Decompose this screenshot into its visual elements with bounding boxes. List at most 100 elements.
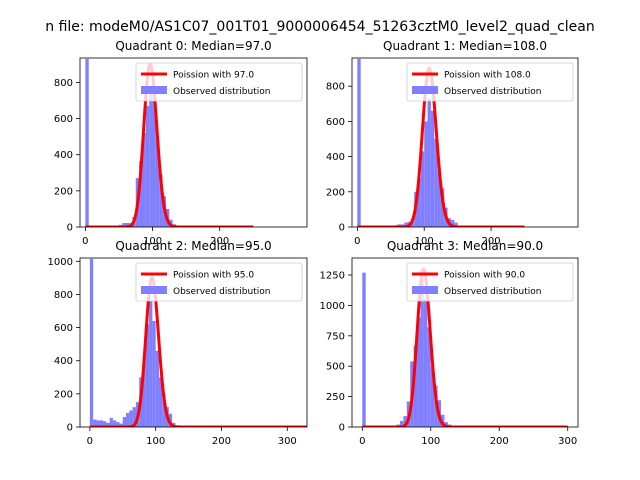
histogram-bar [420, 151, 425, 227]
legend-patch-swatch [412, 286, 438, 294]
poisson-curve [356, 67, 526, 227]
legend-entry: Observed distribution [173, 87, 270, 97]
x-tick-label: 200 [210, 236, 229, 247]
histogram-bar [159, 174, 163, 227]
x-tick-label: 0 [87, 436, 93, 447]
histogram-bar [119, 423, 123, 427]
legend-box [135, 62, 303, 102]
histogram-bar [423, 299, 428, 427]
histogram-bar [152, 100, 156, 227]
histogram-bar [444, 422, 448, 427]
y-tick-label: 400 [54, 356, 73, 367]
histogram-bar [430, 366, 435, 427]
y-tick-label: 800 [54, 290, 73, 301]
legend: Poission with 95.0 Observed distribution [135, 262, 303, 302]
y-tick-label: 200 [326, 187, 345, 198]
histogram-bar [437, 170, 441, 227]
x-tick-label: 300 [278, 436, 297, 447]
y-tick-label: 600 [54, 114, 73, 125]
y-tick-label: 0 [339, 423, 345, 434]
y-tick-label: 800 [54, 78, 73, 89]
histogram-bar [142, 133, 146, 227]
histogram-bar [404, 222, 408, 227]
histogram-bar [122, 417, 127, 427]
histogram-bar [89, 258, 94, 427]
histogram-bar [116, 422, 120, 427]
legend-entry: Observed distribution [444, 287, 541, 297]
legend-entry: Poission with 97.0 [173, 71, 254, 81]
histogram-bar [139, 161, 143, 227]
poisson-curve [84, 62, 255, 227]
histogram-bar [362, 272, 366, 427]
x-tick-label: 200 [490, 436, 509, 447]
legend-patch-swatch [141, 286, 167, 294]
histogram-bar [430, 110, 435, 227]
legend-box [135, 262, 303, 302]
y-tick-label: 600 [326, 117, 345, 128]
y-tick-label: 800 [326, 82, 345, 93]
y-tick-label: 0 [339, 223, 345, 234]
x-tick-label: 100 [421, 436, 440, 447]
y-tick-label: 400 [54, 150, 73, 161]
histogram-bar [145, 105, 150, 227]
histogram-bar [399, 420, 404, 427]
legend-entry: Observed distribution [444, 87, 541, 97]
figure-suptitle: n file: modeM0/AS1C07_001T01_9000006454_… [45, 19, 594, 35]
histogram-bar [149, 301, 153, 427]
legend-box [406, 62, 574, 102]
histogram-bar [93, 419, 97, 427]
histogram-bar [413, 345, 418, 427]
x-tick-label: 0 [354, 236, 360, 247]
x-tick-label: 100 [146, 436, 165, 447]
axes-frame [79, 57, 308, 228]
histogram-bar [417, 317, 421, 427]
legend-entry: Poission with 90.0 [444, 271, 525, 281]
chart-panel-2: 0 100 200 300 0 200 400 600 800 1000 Quadrant 2: M… [48, 239, 308, 447]
legend-box [406, 262, 574, 302]
x-tick-label: 300 [558, 436, 577, 447]
legend-entry: Observed distribution [173, 287, 270, 297]
y-tick-label: 600 [54, 323, 73, 334]
histogram-bar [125, 223, 130, 227]
histogram-bar [403, 416, 407, 427]
legend-patch-swatch [412, 86, 438, 94]
x-tick-label: 0 [82, 236, 88, 247]
chart-title: Quadrant 0: Median=97.0 [115, 39, 271, 53]
y-tick-label: 500 [326, 362, 345, 373]
y-tick-label: 0 [67, 223, 73, 234]
histogram-bar [85, 58, 89, 227]
histogram-bar [122, 223, 126, 227]
axes-frame [351, 257, 579, 428]
x-tick-label: 100 [415, 236, 434, 247]
axes-frame [79, 257, 308, 428]
histogram-bar [420, 270, 424, 427]
chart-panel-0: 0 100 200 0 200 400 600 800 Quadrant 0: Median=9… [54, 39, 308, 247]
histogram-bar [434, 138, 438, 227]
histogram-bar [149, 86, 153, 227]
axes-frame [351, 57, 579, 228]
x-tick-label: 200 [482, 236, 501, 247]
legend: Poission with 108.0 Observed distribution [406, 62, 574, 102]
chart-panel-1: 0 100 200 0 200 400 600 800 Quadrant 1: Median=1… [326, 39, 579, 247]
x-tick-label: 200 [212, 436, 231, 447]
y-tick-label: 750 [326, 331, 345, 342]
y-tick-label: 1250 [320, 271, 345, 282]
histogram-bar [427, 327, 431, 427]
histogram-bar [162, 393, 166, 427]
histogram-bar [129, 410, 133, 427]
histogram-bar [417, 177, 421, 227]
legend: Poission with 97.0 Observed distribution [135, 62, 303, 102]
histogram-bar [132, 407, 136, 427]
y-tick-label: 1000 [48, 257, 73, 268]
histogram-bar [427, 98, 431, 227]
y-tick-label: 400 [326, 152, 345, 163]
histogram-bar [454, 222, 458, 227]
histogram-bar [126, 412, 130, 427]
histogram-bar [441, 414, 445, 427]
y-tick-label: 0 [67, 423, 73, 434]
legend-entry: Poission with 108.0 [444, 71, 531, 81]
chart-title: Quadrant 2: Median=95.0 [115, 239, 271, 253]
histogram-bar [106, 422, 110, 427]
